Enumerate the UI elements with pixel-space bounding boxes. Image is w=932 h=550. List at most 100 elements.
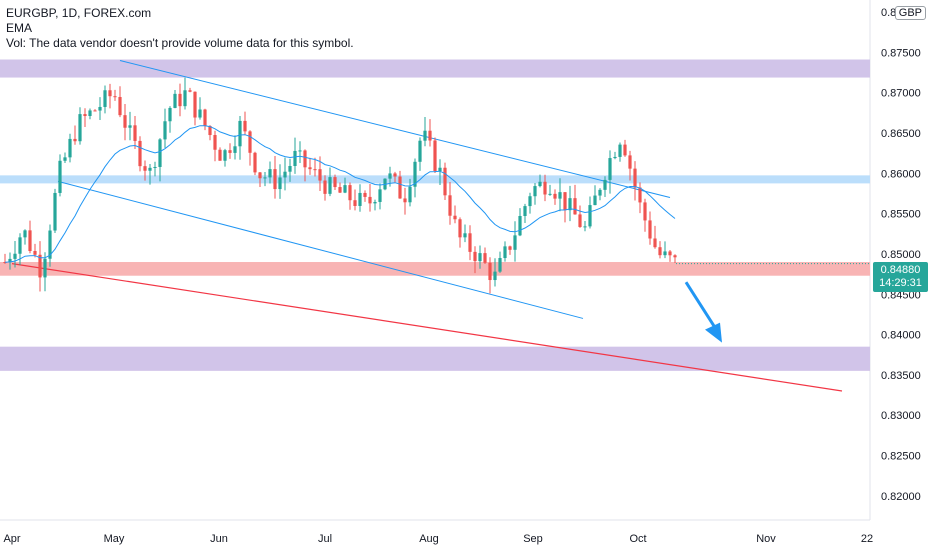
x-tick-label: Oct (629, 533, 646, 545)
y-tick-label: 0.82000 (881, 491, 921, 503)
last-price-label: 0.84880 14:29:31 (873, 262, 928, 292)
candle-body (238, 120, 242, 147)
candle-body (623, 144, 627, 156)
candle-body (343, 185, 347, 193)
candle-body (418, 140, 422, 162)
y-tick-label: 0.83000 (881, 410, 921, 422)
y-tick-label: 0.84000 (881, 330, 921, 342)
candle-body (198, 109, 202, 118)
candle-body (618, 144, 622, 157)
zone-resistance (0, 59, 870, 78)
candle-body (513, 235, 517, 250)
ema-indicator-label[interactable]: EMA (6, 21, 33, 35)
candle-body (588, 205, 592, 227)
y-tick-label: 0.87500 (881, 47, 921, 59)
candle-body (598, 189, 602, 196)
candle-body (113, 96, 117, 98)
candle-body (408, 186, 412, 203)
candle-body (653, 238, 657, 248)
candle-body (468, 233, 472, 252)
candle-body (378, 189, 382, 202)
candle-body (483, 253, 487, 263)
candle-body (568, 198, 572, 211)
channel-upper (119, 59, 671, 199)
y-tick-label: 0.85500 (881, 209, 921, 221)
currency-badge[interactable]: GBP (894, 6, 926, 20)
candle-body (373, 201, 377, 204)
candle-body (138, 140, 142, 167)
candle-body (363, 192, 367, 197)
zone-pivot (0, 175, 870, 184)
candle-body (28, 230, 32, 252)
candle-body (603, 179, 607, 190)
candle-body (68, 138, 72, 158)
candle-body (253, 152, 257, 173)
candle-body (303, 150, 307, 168)
x-tick-label: Jun (210, 533, 228, 545)
candle-body (438, 167, 442, 172)
candle-body (78, 114, 82, 142)
candle-body (358, 192, 362, 206)
candle-body (548, 193, 552, 195)
candle-body (208, 126, 212, 136)
candle-body (643, 202, 647, 221)
candle-body (93, 110, 97, 112)
candle-body (538, 181, 542, 187)
candles-group (3, 77, 677, 294)
x-tick-label: Sep (523, 533, 543, 545)
candle-body (318, 169, 322, 181)
candle-body (473, 251, 477, 262)
candle-body (23, 230, 27, 238)
candle-body (613, 156, 617, 159)
candle-body (293, 150, 297, 166)
candle-body (63, 157, 67, 161)
candle-body (528, 196, 532, 207)
y-tick-label: 0.85000 (881, 249, 921, 261)
candle-body (123, 115, 127, 128)
candle-body (443, 167, 447, 196)
candle-body (43, 258, 47, 278)
y-tick-label: 0.87000 (881, 88, 921, 100)
candle-body (98, 106, 102, 111)
candle-body (298, 150, 302, 152)
candle-body (133, 125, 137, 141)
candle-body (48, 230, 52, 259)
candle-body (533, 186, 537, 197)
candle-body (608, 158, 612, 180)
candle-body (163, 121, 167, 140)
candle-body (308, 167, 312, 170)
symbol-title[interactable]: EURGBP, 1D, FOREX.com (6, 6, 152, 20)
candle-body (348, 185, 352, 201)
candle-body (673, 255, 677, 258)
candle-body (223, 150, 227, 161)
candle-body (503, 246, 507, 259)
candle-body (263, 177, 267, 179)
candle-body (8, 258, 12, 263)
channel-lower (57, 180, 584, 319)
candle-body (283, 171, 287, 178)
candle-body (228, 150, 232, 153)
x-tick-label: Aug (419, 533, 439, 545)
candle-body (88, 110, 92, 117)
candle-body (353, 200, 357, 206)
candle-body (3, 262, 7, 264)
candle-body (128, 125, 132, 128)
candle-body (458, 219, 462, 238)
x-tick-label: Nov (756, 533, 776, 545)
candle-body (313, 169, 317, 171)
candle-body (13, 253, 17, 259)
candle-body (53, 192, 57, 231)
candle-body (633, 168, 637, 188)
candle-body (143, 166, 147, 171)
candle-body (523, 206, 527, 217)
trendline (11, 263, 843, 392)
candle-body (33, 251, 37, 255)
chart-legend: EURGBP, 1D, FOREX.com EMA Vol: The data … (6, 6, 354, 51)
candle-body (178, 93, 182, 107)
zone-support (0, 262, 870, 276)
candle-body (213, 135, 217, 150)
candle-body (448, 195, 452, 216)
candle-body (663, 251, 667, 256)
y-tick-label: 0.83500 (881, 370, 921, 382)
